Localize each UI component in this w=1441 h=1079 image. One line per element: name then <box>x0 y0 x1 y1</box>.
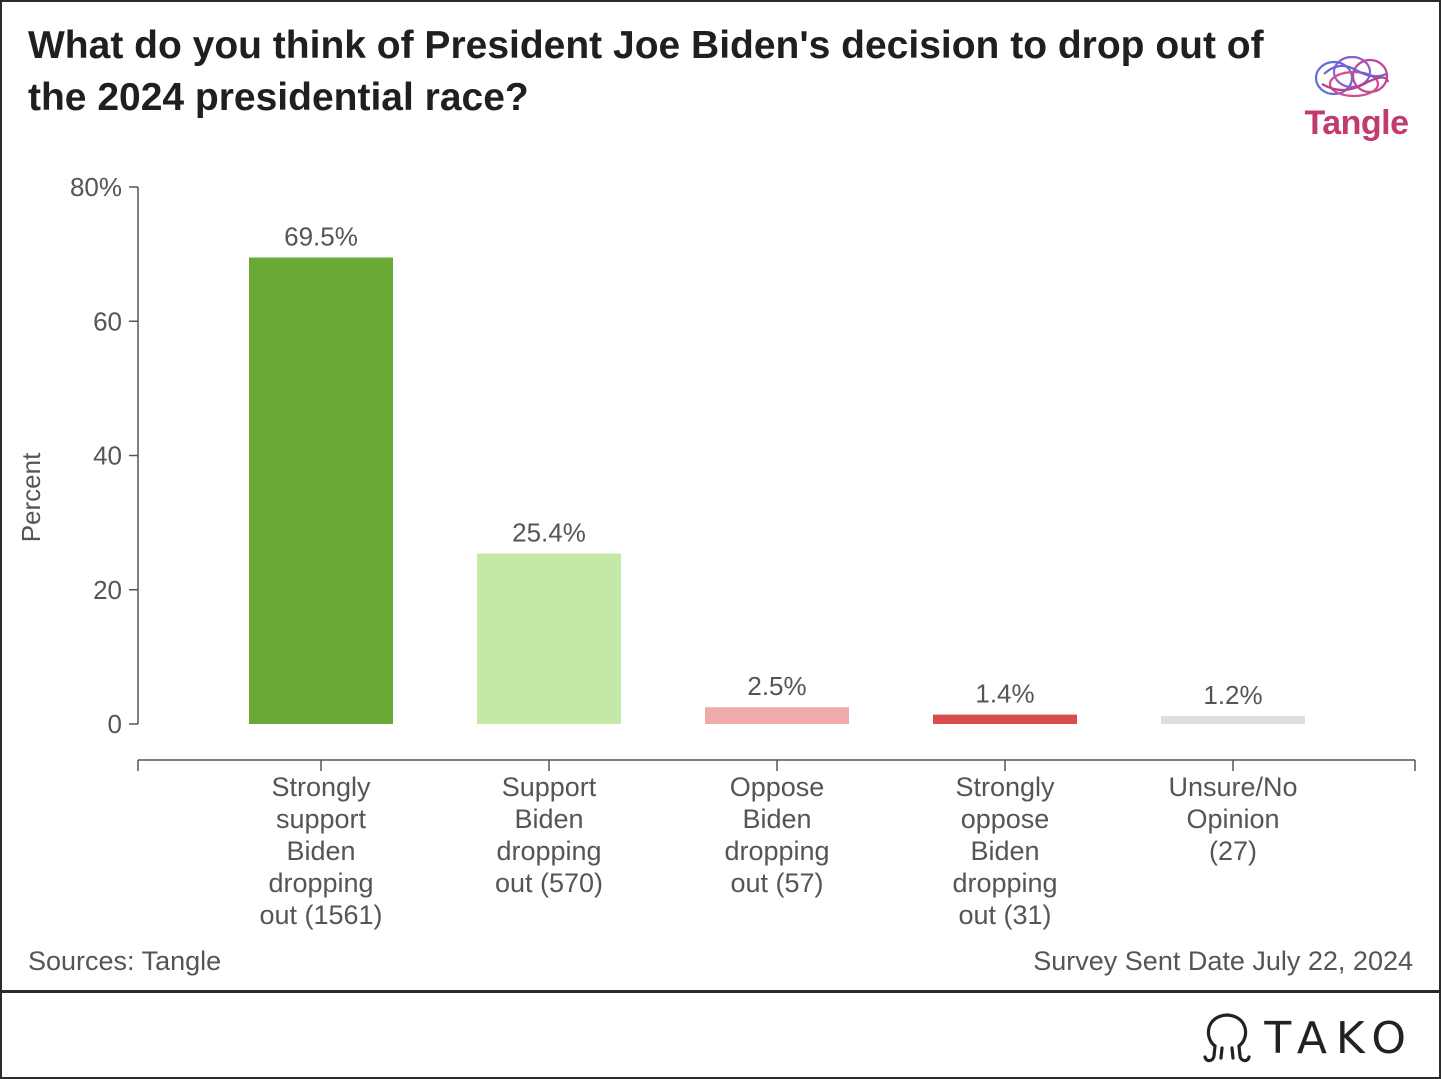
y-tick-label: 60 <box>93 306 122 336</box>
x-tick-label: Oppose Biden dropping out (57) <box>724 772 829 898</box>
x-tick-label: Strongly oppose Biden dropping out (31) <box>952 772 1057 930</box>
y-tick-label: 0 <box>108 709 122 739</box>
tako-brand: TAKO <box>1200 1010 1415 1066</box>
x-tick-label: Unsure/No Opinion (27) <box>1168 772 1297 866</box>
tangle-logo-text: Tangle <box>1304 104 1409 142</box>
bar <box>477 553 621 724</box>
chart-title: What do you think of President Joe Biden… <box>28 24 1264 119</box>
bar-chart: 0 20 40 60 80% Percent 69.5% Strongly support Bid… <box>16 172 1416 930</box>
x-tick-label: Strongly support Biden dropping out (1561) <box>259 772 382 930</box>
y-tick-label: 20 <box>93 575 122 605</box>
tako-brand-text: TAKO <box>1264 1012 1415 1064</box>
bar <box>1161 715 1305 724</box>
footer-divider <box>2 990 1439 993</box>
y-tick-label: 40 <box>93 441 122 471</box>
bar-value-label: 1.4% <box>975 679 1034 709</box>
bar-value-label: 69.5% <box>284 221 358 251</box>
bar-value-label: 25.4% <box>512 518 586 548</box>
bar <box>933 714 1077 724</box>
sources-note: Sources: Tangle <box>28 946 222 976</box>
y-axis-title: Percent <box>16 452 46 542</box>
tangle-logo: Tangle <box>1294 52 1419 152</box>
brain-icon <box>1314 55 1390 98</box>
tako-octopus-icon <box>1203 1013 1251 1063</box>
bar <box>705 707 849 724</box>
bar-value-label: 2.5% <box>747 671 806 701</box>
bar-value-label: 1.2% <box>1203 680 1262 710</box>
y-tick-label: 80% <box>70 172 122 202</box>
x-tick-label: Support Biden dropping out (570) <box>495 772 603 898</box>
bar <box>249 257 393 724</box>
survey-date-note: Survey Sent Date July 22, 2024 <box>1033 946 1413 976</box>
